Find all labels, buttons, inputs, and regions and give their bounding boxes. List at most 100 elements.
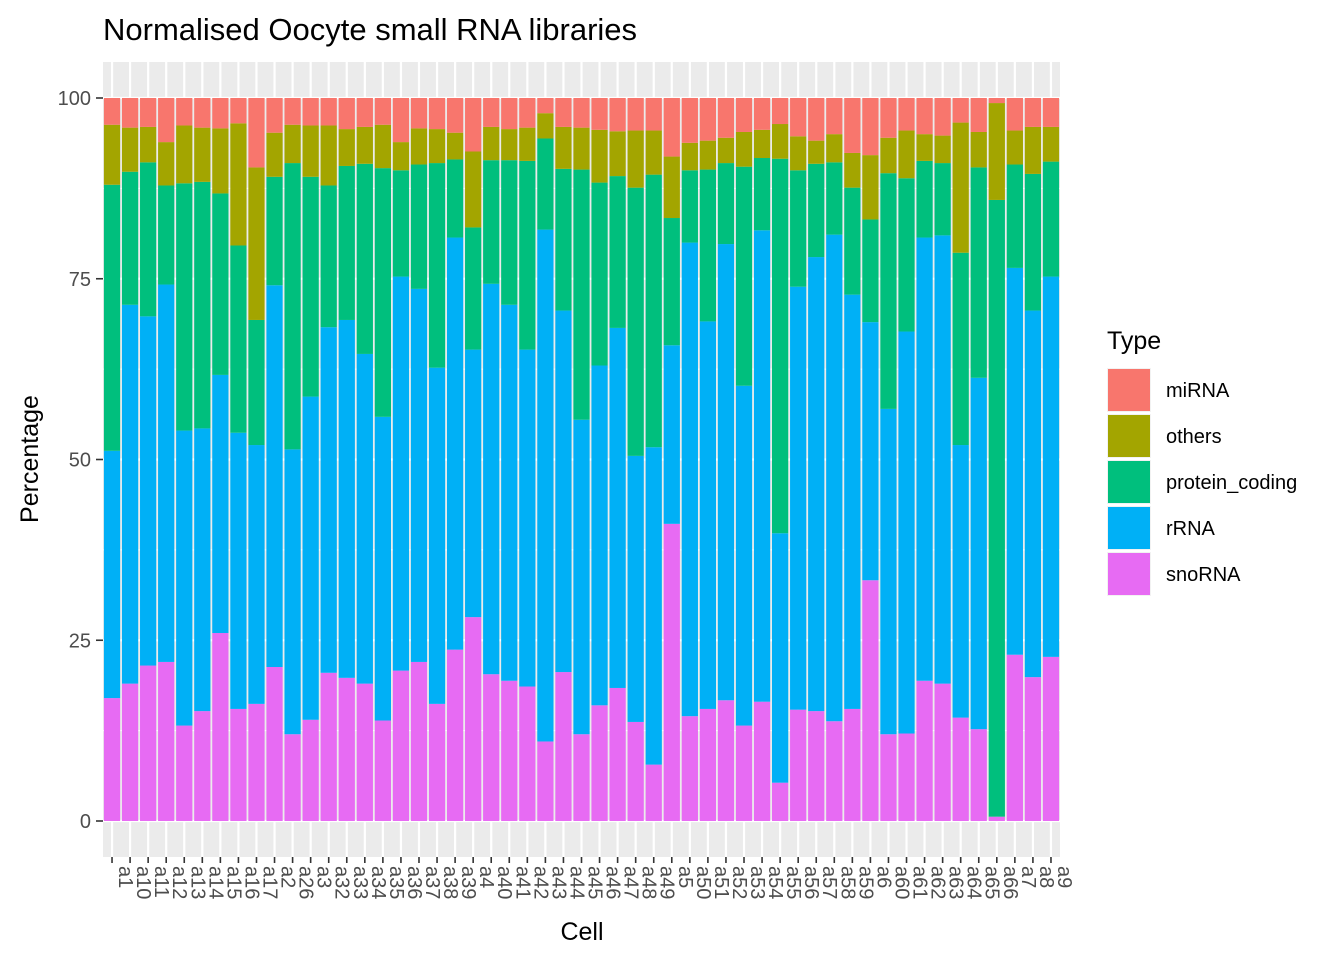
bar-a60-protein_coding <box>880 173 897 409</box>
x-tick-label: a4 <box>475 866 497 888</box>
x-tick-label: a47 <box>620 866 642 899</box>
bar-a51-snoRNA <box>699 708 717 821</box>
bar-a6-rRNA <box>862 322 879 581</box>
bar-a37-miRNA <box>410 98 428 129</box>
bar-a10-others <box>121 127 139 172</box>
bar-a40-snoRNA <box>483 674 500 821</box>
bar-a39-others <box>446 132 464 160</box>
bar-a10-miRNA <box>121 98 139 128</box>
bar-a45-rRNA <box>573 419 590 735</box>
bar-a58-snoRNA <box>826 721 843 821</box>
x-tick-label: a41 <box>511 866 533 899</box>
bar-a46-miRNA <box>591 98 608 130</box>
bar-a63-snoRNA <box>934 683 951 821</box>
bar-a57-others <box>808 140 825 164</box>
bar-a49-snoRNA <box>645 764 662 821</box>
bar-a3-snoRNA <box>302 719 319 821</box>
bar-a37-protein_coding <box>410 164 428 289</box>
bar-a15-others <box>212 128 229 194</box>
x-axis-title: Cell <box>560 918 603 946</box>
legend-title: Type <box>1107 327 1161 355</box>
bar-a51-others <box>699 140 717 170</box>
bar-a45-protein_coding <box>573 169 590 420</box>
bar-a17-snoRNA <box>248 703 265 821</box>
bar-a17-protein_coding <box>248 319 265 446</box>
x-tick-label: a14 <box>204 866 226 899</box>
bar-a11-protein_coding <box>140 162 157 317</box>
bar-a63-others <box>934 135 951 164</box>
bar-a44-others <box>555 126 572 169</box>
bar-a4-snoRNA <box>465 617 482 821</box>
bar-a40-miRNA <box>483 98 500 127</box>
bar-a46-snoRNA <box>591 705 608 821</box>
bar-a1-others <box>103 124 121 185</box>
bar-a45-miRNA <box>573 98 590 128</box>
x-axis: a1a10a11a12a13a14a15a16a17a2a26a3a32a33a… <box>111 857 1075 899</box>
x-tick-label: a56 <box>800 866 822 899</box>
x-tick-label: a42 <box>529 866 551 899</box>
bar-a1-protein_coding <box>103 184 121 451</box>
bar-a11-snoRNA <box>140 665 157 821</box>
bar-a42-rRNA <box>519 349 536 687</box>
bar-a49-miRNA <box>645 98 662 131</box>
bar-a7-rRNA <box>1006 267 1023 655</box>
bar-a32-snoRNA <box>320 672 337 821</box>
bar-a38-snoRNA <box>428 703 446 821</box>
x-tick-label: a45 <box>584 866 606 899</box>
bar-a6-others <box>862 155 879 220</box>
chart-title: Normalised Oocyte small RNA libraries <box>103 12 637 47</box>
bar-a12-snoRNA <box>158 661 175 821</box>
bar-a65-snoRNA <box>970 729 987 821</box>
bar-a54-rRNA <box>753 230 771 702</box>
bar-a55-protein_coding <box>771 158 789 534</box>
bar-a34-others <box>356 126 373 164</box>
bar-a56-others <box>790 136 807 171</box>
x-tick-label: a9 <box>1053 866 1075 888</box>
x-tick-label: a64 <box>963 866 985 899</box>
bar-a48-protein_coding <box>627 187 644 456</box>
legend-key-others <box>1108 415 1150 457</box>
bar-a34-snoRNA <box>356 683 373 821</box>
bar-a65-others <box>970 131 987 168</box>
bar-a9-snoRNA <box>1042 656 1060 821</box>
bar-a5-others <box>663 156 680 219</box>
bar-a14-rRNA <box>194 428 211 712</box>
bar-a43-snoRNA <box>537 741 554 821</box>
x-tick-label: a10 <box>132 866 154 899</box>
bar-a35-protein_coding <box>374 168 392 417</box>
legend: Type miRNA others protein_coding rRNA snoRNA <box>1107 327 1297 596</box>
x-tick-label: a52 <box>728 866 750 899</box>
bar-a12-miRNA <box>158 98 175 143</box>
bar-a44-protein_coding <box>555 168 572 311</box>
bar-a36-protein_coding <box>392 170 410 277</box>
bar-a59-protein_coding <box>844 187 861 295</box>
x-tick-label: a39 <box>457 866 479 899</box>
x-tick-label: a36 <box>403 866 425 899</box>
bar-a58-protein_coding <box>826 162 843 235</box>
bar-a11-rRNA <box>140 316 157 666</box>
bar-a61-snoRNA <box>898 733 915 821</box>
bar-a16-protein_coding <box>230 245 247 433</box>
y-axis: 0 25 50 75 100 <box>58 88 103 833</box>
bar-a26-miRNA <box>284 98 301 125</box>
bar-a26-snoRNA <box>284 734 301 821</box>
bar-a2-miRNA <box>266 98 283 133</box>
bar-a55-snoRNA <box>771 782 789 821</box>
bar-a45-others <box>573 127 590 170</box>
bar-a65-miRNA <box>970 98 987 132</box>
bar-a48-rRNA <box>627 455 644 722</box>
bar-a56-rRNA <box>790 286 807 710</box>
x-tick-label: a7 <box>1017 866 1039 888</box>
bar-a4-rRNA <box>465 349 482 618</box>
legend-key-snoRNA <box>1108 553 1150 595</box>
x-tick-label: a37 <box>421 866 443 899</box>
bar-a57-protein_coding <box>808 163 825 258</box>
bar-a38-protein_coding <box>428 163 446 368</box>
bar-a4-miRNA <box>465 98 482 152</box>
bar-a35-snoRNA <box>374 720 392 821</box>
bar-a47-rRNA <box>609 327 626 688</box>
bar-a13-protein_coding <box>176 183 193 431</box>
bar-a45-snoRNA <box>573 734 590 821</box>
x-tick-label: a5 <box>674 866 696 888</box>
bar-a7-others <box>1006 130 1023 165</box>
